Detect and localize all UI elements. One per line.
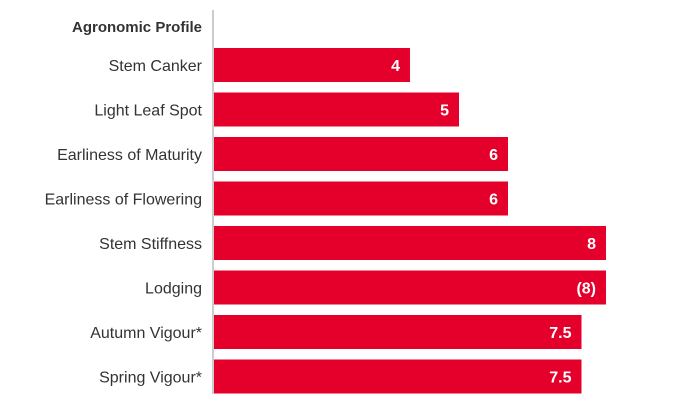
bar bbox=[214, 48, 410, 82]
category-label: Earliness of Maturity bbox=[57, 147, 202, 164]
bar-value-label: 7.5 bbox=[549, 370, 571, 387]
category-label: Earliness of Flowering bbox=[45, 192, 202, 209]
bar-value-label: 7.5 bbox=[549, 325, 571, 342]
bar bbox=[214, 181, 508, 216]
bar-value-label: 6 bbox=[489, 192, 498, 209]
bar bbox=[214, 315, 582, 349]
category-label: Spring Vigour* bbox=[99, 370, 202, 387]
bar-value-label: 4 bbox=[391, 58, 400, 75]
bar bbox=[214, 359, 582, 394]
category-label: Stem Stiffness bbox=[99, 236, 202, 253]
category-label: Light Leaf Spot bbox=[94, 103, 202, 120]
bars-group: Stem Canker 4 Light Leaf Spot 5 Earliness of… bbox=[45, 48, 606, 394]
category-label: Lodging bbox=[145, 281, 202, 298]
bar bbox=[214, 226, 606, 260]
bar-value-label: 6 bbox=[489, 147, 498, 164]
bar-value-label: 5 bbox=[440, 103, 449, 120]
bar bbox=[214, 92, 459, 127]
category-label: Stem Canker bbox=[109, 58, 203, 75]
bar-value-label: (8) bbox=[576, 281, 596, 298]
chart-title: Agronomic Profile bbox=[72, 19, 202, 36]
category-label: Autumn Vigour* bbox=[90, 325, 202, 342]
bar-value-label: 8 bbox=[587, 236, 596, 253]
bar bbox=[214, 270, 606, 305]
bar bbox=[214, 137, 508, 171]
